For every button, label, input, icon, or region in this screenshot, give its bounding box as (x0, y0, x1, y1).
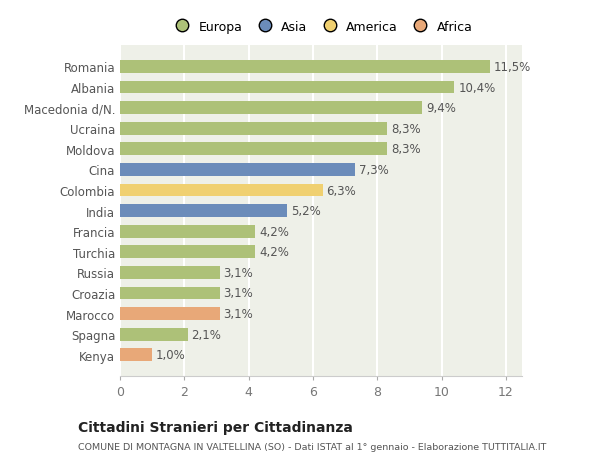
Bar (120, 184, 323, 197)
Bar (120, 205, 287, 218)
Bar (120, 328, 188, 341)
Bar (120, 287, 220, 300)
Text: 10,4%: 10,4% (458, 81, 496, 95)
Text: 3,1%: 3,1% (224, 266, 253, 279)
Text: 4,2%: 4,2% (259, 225, 289, 238)
Bar (120, 164, 355, 176)
Text: 9,4%: 9,4% (426, 102, 456, 115)
Text: 2,1%: 2,1% (191, 328, 221, 341)
Text: 4,2%: 4,2% (259, 246, 289, 259)
Text: 8,3%: 8,3% (391, 123, 421, 135)
Bar (120, 102, 422, 115)
Bar (120, 81, 454, 94)
Bar (120, 61, 490, 73)
Legend: Europa, Asia, America, Africa: Europa, Asia, America, Africa (164, 16, 478, 39)
Text: 11,5%: 11,5% (494, 61, 531, 74)
Text: 1,0%: 1,0% (156, 348, 186, 362)
Bar (120, 123, 387, 135)
Bar (120, 308, 220, 320)
Text: 3,1%: 3,1% (224, 287, 253, 300)
Bar (120, 225, 255, 238)
Text: 6,3%: 6,3% (326, 184, 356, 197)
Text: 7,3%: 7,3% (359, 163, 388, 177)
Text: Cittadini Stranieri per Cittadinanza: Cittadini Stranieri per Cittadinanza (78, 420, 353, 434)
Bar (120, 143, 387, 156)
Bar (120, 266, 220, 279)
Bar (120, 246, 255, 258)
Text: COMUNE DI MONTAGNA IN VALTELLINA (SO) - Dati ISTAT al 1° gennaio - Elaborazione : COMUNE DI MONTAGNA IN VALTELLINA (SO) - … (78, 442, 547, 451)
Text: 3,1%: 3,1% (224, 308, 253, 320)
Text: 8,3%: 8,3% (391, 143, 421, 156)
Bar (120, 349, 152, 361)
Text: 5,2%: 5,2% (291, 205, 321, 218)
